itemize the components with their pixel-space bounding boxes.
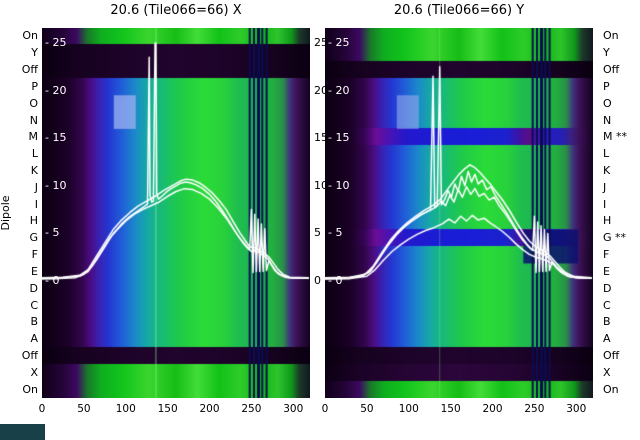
dipole-label-left: E [31, 264, 38, 278]
dipole-label-left: J [34, 180, 38, 194]
dipole-label-left: X [30, 365, 38, 379]
overlay-tick-label: - 0 [45, 274, 60, 287]
overlay-tick-label: - 20 [45, 83, 67, 97]
dipole-label-right: Off [603, 348, 620, 362]
dipole-label-right: J [603, 180, 607, 194]
dipole-label-right: B [603, 315, 611, 329]
dipole-label-left: P [31, 79, 38, 93]
dipole-label-right: F [603, 248, 610, 262]
panel-title-y: 20.6 (Tile066=66) Y [393, 3, 525, 18]
dipole-label-left: Off [21, 63, 38, 77]
dipole-label-left: A [30, 332, 38, 346]
dipole-label-left: M [28, 130, 39, 144]
dipole-label-right: E [603, 264, 610, 278]
x-tick-label: 100 [398, 403, 419, 415]
x-tick-label: 250 [524, 403, 545, 415]
x-tick-label: 250 [241, 403, 262, 415]
x-tick-label: 300 [283, 403, 304, 415]
dipole-label-right: I [603, 197, 607, 211]
dipole-label-left: B [30, 315, 38, 329]
gap-tick-label: 5 [314, 226, 321, 240]
overlay-tick-label: - 15 [328, 131, 350, 145]
dipole-label-left: D [29, 281, 38, 295]
overlay-tick-label: - 10 [45, 178, 67, 192]
overlay-tick-label: - 10 [328, 178, 350, 192]
x-tick-label: 200 [482, 403, 503, 415]
dipole-label-left: K [30, 163, 38, 177]
dipole-label-left: On [22, 29, 38, 43]
dipole-label-right: On [603, 29, 619, 43]
overlay-tick-label: - 25 [45, 35, 67, 49]
dipole-label-left: G [29, 231, 38, 245]
overlay-tick-label: - 15 [45, 131, 67, 145]
corner-swatch [0, 424, 45, 440]
x-tick-label: 200 [199, 403, 220, 415]
gap-tick-label: 0 [314, 274, 321, 287]
dipole-label-right: A [603, 332, 611, 346]
dipole-label-left: N [29, 113, 38, 127]
dipole-label-right: L [603, 147, 610, 161]
dipole-label-left: O [29, 96, 38, 110]
gap-tick-label: 10 [314, 178, 328, 192]
x-tick-label: 0 [38, 403, 46, 415]
x-tick-label: 150 [440, 403, 461, 415]
overlay-tick-label: - 5 [45, 226, 60, 240]
dipole-label-right: Off [603, 63, 620, 77]
gap-tick-label: 15 [314, 131, 328, 145]
dipole-label-right: D [603, 281, 612, 295]
overlay-tick-label: - 25 [328, 35, 350, 49]
dipole-label-left: H [29, 214, 38, 228]
dipole-label-right: H [603, 214, 612, 228]
dipole-label-left: Y [31, 46, 38, 60]
overlay-tick-label: - 0 [328, 274, 343, 287]
x-tick-label: 100 [115, 403, 136, 415]
dipole-label-right: M ** [603, 130, 627, 144]
dipole-label-right: N [603, 113, 612, 127]
x-tick-label: 150 [157, 403, 178, 415]
heatmap-canvas-y [325, 28, 593, 398]
x-tick-label: 50 [77, 403, 91, 415]
x-tick-label: 50 [360, 403, 374, 415]
dipole-label-left: F [31, 248, 38, 262]
dipole-label-right: O [603, 96, 612, 110]
dipole-label-right: C [603, 298, 611, 312]
overlay-tick-label: - 20 [328, 83, 350, 97]
dipole-label-right: P [603, 79, 610, 93]
dipole-label-right: X [603, 365, 611, 379]
panel-title-x: 20.6 (Tile066=66) X [110, 3, 242, 18]
gap-tick-label: 20 [314, 83, 328, 97]
x-tick-label: 0 [321, 403, 329, 415]
overlay-tick-label: - 5 [328, 226, 343, 240]
dipole-label-left: Off [21, 348, 38, 362]
gap-tick-label: 25 [314, 35, 328, 49]
x-tick-label: 300 [566, 403, 587, 415]
heatmap-canvas-x [42, 28, 310, 398]
dipole-label-right: Y [603, 46, 610, 60]
dipole-label-left: C [30, 298, 38, 312]
dipole-label-right: K [603, 163, 611, 177]
dipole-label-left: On [22, 382, 38, 396]
dipole-label-left: I [34, 197, 38, 211]
dipole-label-right: G ** [603, 231, 627, 245]
dipole-label-left: L [31, 147, 38, 161]
dipole-label-right: On [603, 382, 619, 396]
